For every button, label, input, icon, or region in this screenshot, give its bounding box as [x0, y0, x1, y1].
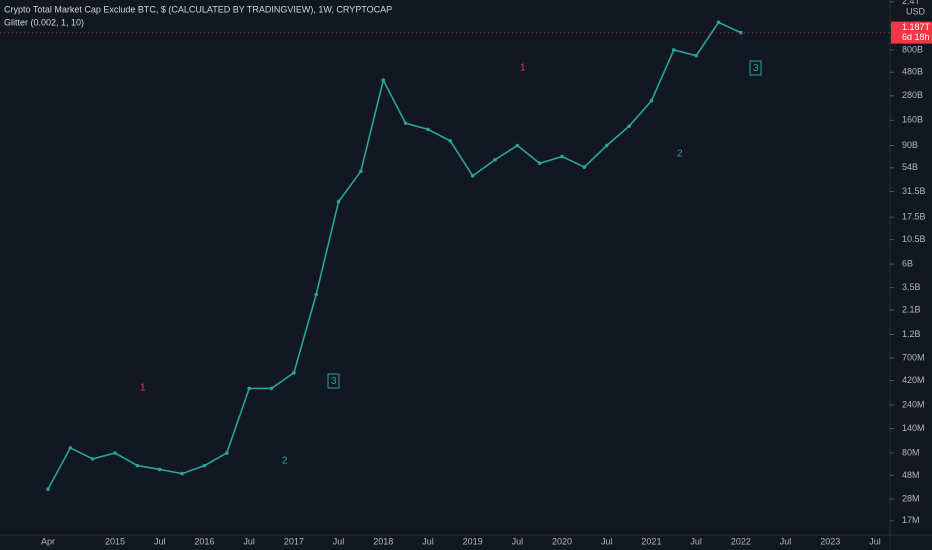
price-point [426, 127, 430, 132]
y-tick-label: 160B [902, 115, 923, 125]
y-tick-label: 54B [902, 162, 918, 172]
y-tick-label: 280B [902, 90, 923, 100]
y-tick-label: 140M [902, 423, 925, 433]
y-tick-label: 1.2B [902, 329, 921, 339]
x-tick-label: 2016 [194, 536, 214, 546]
price-point [269, 386, 274, 391]
x-tick-label: Jul [780, 536, 792, 546]
price-point [515, 143, 520, 148]
price-point [135, 463, 140, 468]
y-tick-label: 31.5B [902, 186, 926, 196]
x-tick-label: 2021 [641, 536, 661, 546]
annotation: 2 [677, 149, 683, 160]
x-tick-label: Jul [333, 536, 345, 546]
y-tick-label: 800B [902, 44, 923, 54]
x-tick-label: 2017 [284, 536, 304, 546]
price-point [90, 457, 95, 461]
price-point [403, 121, 408, 125]
price-point [314, 292, 319, 297]
price-point [627, 124, 631, 128]
y-tick-label: 80M [902, 447, 920, 457]
last-price-tag [891, 21, 932, 44]
annotation-box [327, 373, 340, 389]
price-line [47, 21, 742, 490]
x-tick-label: 2019 [463, 536, 483, 546]
y-tick-label: 28M [902, 493, 920, 503]
x-tick-label: Jul [869, 536, 881, 546]
price-point [113, 451, 117, 455]
price-point [560, 154, 564, 159]
price-point [180, 471, 184, 476]
price-point [716, 20, 721, 25]
price-point [46, 487, 50, 492]
y-tick-label: 90B [902, 140, 918, 150]
price-point [202, 463, 207, 468]
price-point [694, 53, 698, 58]
x-tick-label: Jul [601, 536, 613, 546]
x-tick-label: Jul [512, 536, 524, 546]
price-point [493, 157, 497, 162]
price-point [381, 78, 386, 83]
indicator-label: Glitter (0.002, 1, 10) [4, 17, 84, 27]
y-tick-label: 10.5B [902, 234, 926, 244]
x-tick-label: 2015 [105, 536, 125, 546]
price-point [225, 451, 229, 455]
x-tick-label: Jul [690, 536, 702, 546]
y-tick-label: 700M [902, 352, 925, 362]
y-tick-label: 420M [902, 375, 925, 385]
x-tick-label: 2018 [373, 536, 393, 546]
annotation: 2 [282, 456, 288, 467]
price-point [470, 174, 475, 178]
x-tick-label: Jul [154, 536, 166, 546]
y-tick-label: 480B [902, 67, 923, 77]
y-tick-label: 2.4T [902, 0, 921, 6]
price-point [448, 139, 453, 143]
annotation: 1 [520, 63, 526, 74]
y-tick-label: 6B [902, 258, 913, 268]
annotation: 3 [753, 63, 759, 74]
x-tick-label: 2020 [552, 536, 572, 546]
price-point [359, 169, 363, 174]
y-tick-label: 48M [902, 470, 920, 480]
x-tick-label: Jul [243, 536, 255, 546]
price-point [537, 161, 542, 166]
chart-title: Crypto Total Market Cap Exclude BTC, $ (… [4, 4, 392, 14]
price-point [604, 143, 609, 148]
price-point [582, 165, 587, 169]
currency-label: USD [906, 6, 926, 16]
y-tick-label: 2.1B [902, 304, 921, 314]
x-tick-label: 2023 [820, 536, 840, 546]
price-point [157, 467, 162, 472]
y-tick-label: 17M [902, 515, 920, 525]
x-tick-label: 2022 [731, 536, 751, 546]
y-tick-label: 3.5B [902, 282, 921, 292]
annotation: 1 [140, 383, 146, 394]
price-point [292, 371, 296, 375]
x-tick-label: Apr [41, 536, 55, 546]
y-tick-label: 240M [902, 399, 925, 409]
price-point [336, 199, 341, 204]
y-tick-label: 17.5B [902, 212, 926, 222]
annotation: 3 [331, 376, 337, 387]
annotation-box [749, 60, 762, 76]
price-point [68, 446, 73, 450]
price-point [247, 386, 251, 391]
countdown: 6d 18h [902, 32, 930, 42]
price-point [649, 98, 654, 103]
last-price-label: 1.187T [902, 22, 931, 32]
x-tick-label: Jul [422, 536, 434, 546]
price-point [672, 48, 676, 52]
